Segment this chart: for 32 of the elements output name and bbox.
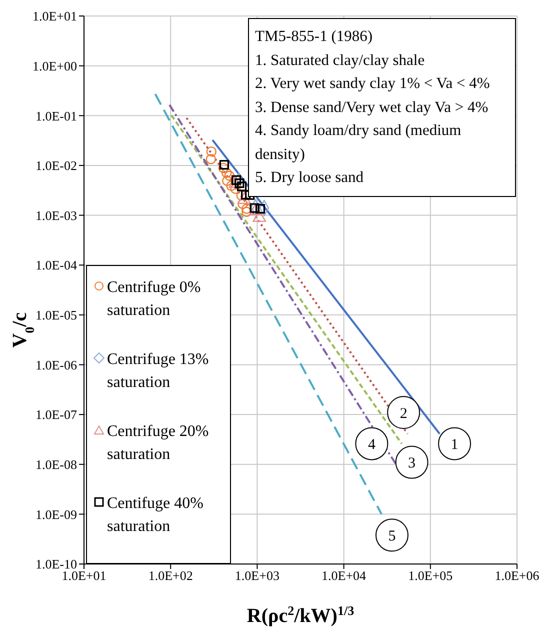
- y-tick-label: 1.0E-06: [35, 357, 78, 372]
- annotation: 2. Very wet sandy clay 1% < Va < 4%: [255, 74, 491, 94]
- y-tick-label: 1.0E-04: [35, 258, 78, 273]
- annotation: TM5-855-1 (1986): [255, 27, 374, 47]
- y-tick-label: 1.0E-05: [35, 308, 77, 323]
- y-tick-label: 1.0E-01: [35, 108, 77, 124]
- y-tick-label: 1.0E-08: [35, 456, 77, 472]
- x-tick-label: 1.0E+06: [494, 568, 540, 584]
- annotation: 2: [400, 406, 408, 422]
- annotation: 5. Dry loose sand: [255, 168, 364, 188]
- annotation: 5: [388, 528, 396, 544]
- annotation: 1: [450, 437, 458, 454]
- x-tick-label: 1.0E+03: [234, 568, 280, 584]
- y-tick-label: 1.0E+01: [32, 8, 77, 24]
- annotation: 4: [368, 437, 376, 454]
- x-axis-title: R(ρc$^{2}$/kW)$^{1/3}$: [246, 602, 355, 627]
- annotation: 3. Dense sand/Very wet clay Va > 4%: [255, 98, 490, 118]
- x-tick-label: 1.0E+02: [148, 568, 193, 584]
- annotation: 4. Sandy loam/dry sand (medium density): [255, 121, 462, 164]
- legend-label: Centrifuge 13% saturation: [107, 350, 210, 393]
- x-tick-label: 1.0E+05: [408, 568, 453, 584]
- annotation: 1. Saturated clay/clay shale: [255, 50, 426, 70]
- y-tick-label: 1.0E-03: [35, 208, 77, 223]
- legend-label: Centrifuge 20% saturation: [107, 422, 210, 465]
- annotation: 3: [408, 456, 416, 472]
- y-tick-label: 1.0E-02: [35, 158, 77, 174]
- y-tick-label: 1.0E+00: [32, 58, 77, 74]
- legend-label: Centifuge 40% saturation: [107, 494, 204, 537]
- y-tick-label: 1.0E-07: [35, 407, 78, 422]
- y-tick-label: 1.0E-09: [35, 506, 77, 522]
- x-tick-label: 1.0E+04: [322, 568, 367, 584]
- legend-label: Centrifuge 0% saturation: [107, 278, 202, 321]
